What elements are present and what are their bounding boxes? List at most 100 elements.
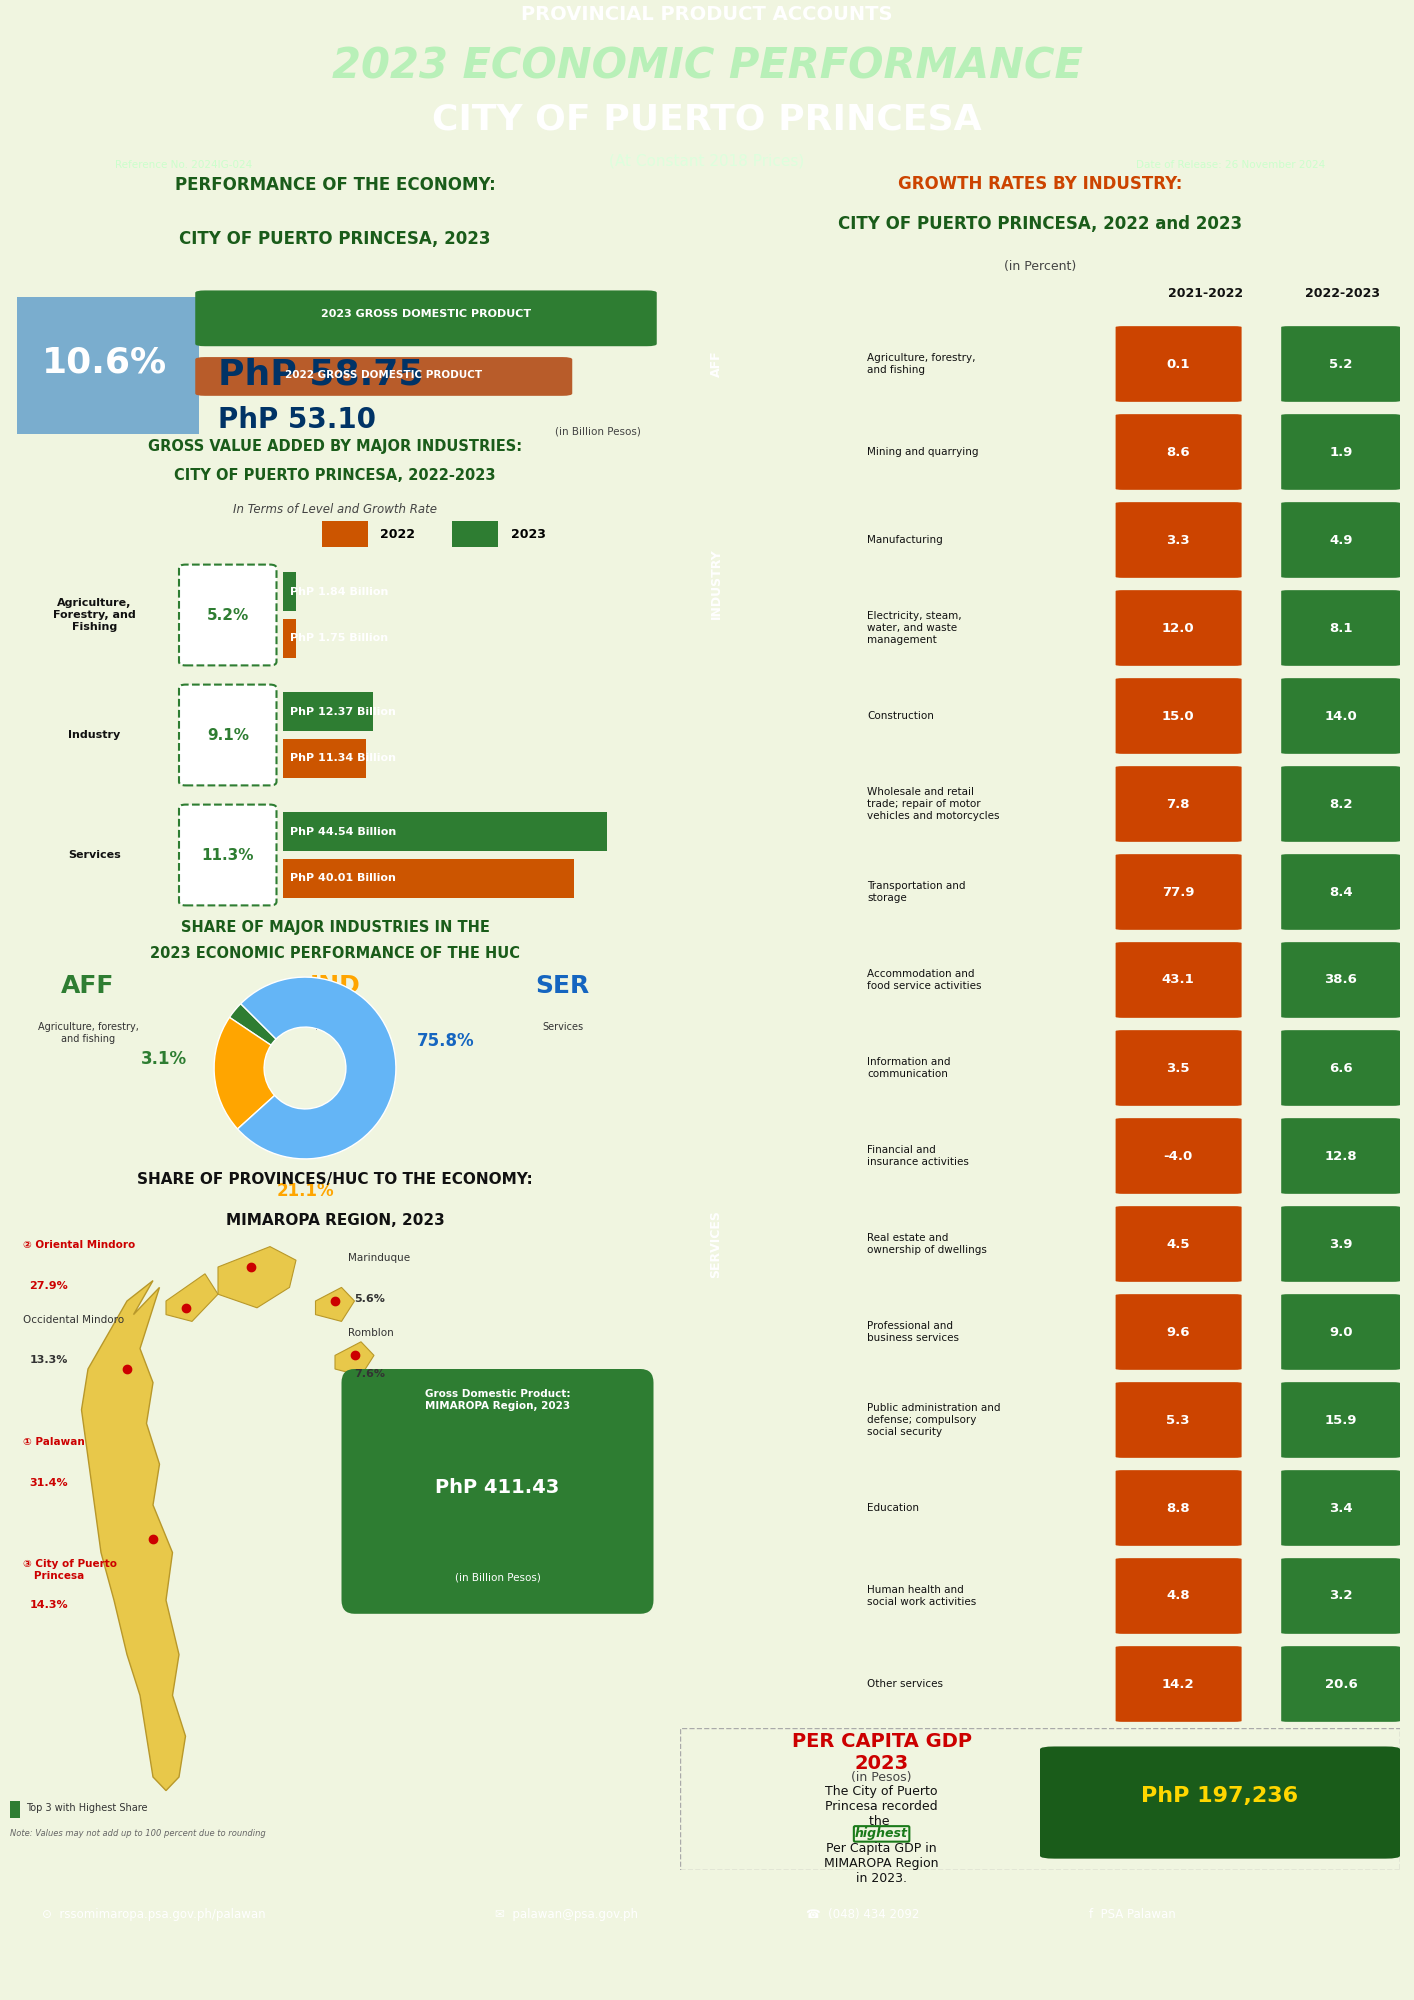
FancyBboxPatch shape	[1116, 590, 1241, 666]
Text: Manufacturing: Manufacturing	[867, 534, 943, 544]
Text: PhP 58.75: PhP 58.75	[218, 358, 424, 392]
Text: 3.1%: 3.1%	[141, 1050, 187, 1068]
Text: 9.0: 9.0	[1329, 1326, 1353, 1338]
Text: 3.2: 3.2	[1329, 1590, 1353, 1602]
Text: 31.4%: 31.4%	[30, 1478, 68, 1488]
FancyBboxPatch shape	[1281, 1470, 1400, 1546]
Text: 4.5: 4.5	[1167, 1238, 1191, 1250]
Text: 8.1: 8.1	[1329, 622, 1353, 634]
Text: Per Capita GDP in
MIMAROPA Region
in 2023.: Per Capita GDP in MIMAROPA Region in 202…	[824, 1842, 939, 1884]
Text: PhP 44.54 Billion: PhP 44.54 Billion	[290, 826, 396, 836]
Text: Other services: Other services	[867, 1678, 943, 1688]
Text: 2021-2022: 2021-2022	[1168, 288, 1243, 300]
Text: PhP 12.37 Billion: PhP 12.37 Billion	[290, 706, 396, 716]
FancyBboxPatch shape	[1281, 502, 1400, 578]
Text: AFF: AFF	[61, 974, 115, 998]
FancyBboxPatch shape	[283, 858, 574, 898]
Text: 5.3: 5.3	[1167, 1414, 1191, 1426]
Text: (in Billion Pesos): (in Billion Pesos)	[454, 1572, 540, 1584]
FancyBboxPatch shape	[1116, 1030, 1241, 1106]
Text: Education: Education	[867, 1504, 919, 1512]
Text: SER: SER	[536, 974, 590, 998]
Text: PhP 411.43: PhP 411.43	[436, 1478, 560, 1496]
Text: The City of Puerto
Princesa recorded
the: The City of Puerto Princesa recorded the	[826, 1784, 937, 1828]
Text: 2022 GROSS DOMESTIC PRODUCT: 2022 GROSS DOMESTIC PRODUCT	[286, 370, 482, 380]
Text: CITY OF PUERTO PRINCESA, 2022-2023: CITY OF PUERTO PRINCESA, 2022-2023	[174, 468, 496, 484]
FancyBboxPatch shape	[1116, 1118, 1241, 1194]
FancyBboxPatch shape	[1116, 678, 1241, 754]
Text: GROWTH RATES BY INDUSTRY:: GROWTH RATES BY INDUSTRY:	[898, 176, 1182, 194]
Text: 6.6: 6.6	[1329, 1062, 1353, 1074]
Text: Construction: Construction	[867, 712, 935, 720]
Text: CITY OF PUERTO PRINCESA: CITY OF PUERTO PRINCESA	[433, 102, 981, 136]
Text: 2022: 2022	[380, 528, 416, 540]
Polygon shape	[315, 1288, 355, 1322]
FancyBboxPatch shape	[1116, 854, 1241, 930]
Text: 20.6: 20.6	[1325, 1678, 1357, 1690]
FancyBboxPatch shape	[1281, 766, 1400, 842]
FancyBboxPatch shape	[1116, 766, 1241, 842]
Text: 7.6%: 7.6%	[355, 1368, 386, 1380]
Text: SHARE OF MAJOR INDUSTRIES IN THE: SHARE OF MAJOR INDUSTRIES IN THE	[181, 920, 489, 936]
Text: IND: IND	[310, 974, 361, 998]
Text: 5.6%: 5.6%	[355, 1294, 386, 1304]
Text: 38.6: 38.6	[1325, 974, 1357, 986]
Text: CITY OF PUERTO PRINCESA, 2023: CITY OF PUERTO PRINCESA, 2023	[180, 230, 491, 248]
Text: ② Oriental Mindoro: ② Oriental Mindoro	[23, 1240, 136, 1250]
Text: Romblon: Romblon	[348, 1328, 393, 1338]
Text: Mining and quarrying: Mining and quarrying	[867, 448, 978, 458]
Text: 4.8: 4.8	[1167, 1590, 1191, 1602]
Text: PhP 1.84 Billion: PhP 1.84 Billion	[290, 586, 387, 596]
Text: 8.2: 8.2	[1329, 798, 1353, 810]
Text: MIMAROPA REGION, 2023: MIMAROPA REGION, 2023	[226, 1212, 444, 1228]
Text: 2023: 2023	[510, 528, 546, 540]
Text: SHARE OF PROVINCES/HUC TO THE ECONOMY:: SHARE OF PROVINCES/HUC TO THE ECONOMY:	[137, 1172, 533, 1186]
FancyBboxPatch shape	[1281, 1646, 1400, 1722]
Text: 27.9%: 27.9%	[30, 1280, 68, 1290]
Text: Real estate and
ownership of dwellings: Real estate and ownership of dwellings	[867, 1234, 987, 1254]
FancyBboxPatch shape	[1281, 1206, 1400, 1282]
Text: f  PSA Palawan: f PSA Palawan	[1089, 1908, 1175, 1920]
Text: Reference No. 2024IG-024: Reference No. 2024IG-024	[115, 160, 253, 170]
Text: ⊙  rssomimaropa.psa.gov.ph/palawan: ⊙ rssomimaropa.psa.gov.ph/palawan	[42, 1908, 266, 1920]
FancyBboxPatch shape	[1281, 326, 1400, 402]
Text: PhP 53.10: PhP 53.10	[218, 406, 376, 434]
Text: 3.5: 3.5	[1167, 1062, 1191, 1074]
Text: PhP 1.75 Billion: PhP 1.75 Billion	[290, 634, 387, 644]
FancyBboxPatch shape	[1116, 1646, 1241, 1722]
Polygon shape	[218, 1246, 296, 1308]
FancyBboxPatch shape	[1116, 1294, 1241, 1370]
FancyBboxPatch shape	[1116, 414, 1241, 490]
Text: Services: Services	[68, 850, 120, 860]
Wedge shape	[214, 1018, 274, 1128]
Text: 0.1: 0.1	[1167, 358, 1191, 370]
Text: 10.6%: 10.6%	[41, 346, 167, 380]
Text: (At Constant 2018 Prices): (At Constant 2018 Prices)	[609, 154, 805, 168]
Text: 3.4: 3.4	[1329, 1502, 1353, 1514]
Text: 11.3%: 11.3%	[202, 848, 255, 862]
Text: GROSS VALUE ADDED BY MAJOR INDUSTRIES:: GROSS VALUE ADDED BY MAJOR INDUSTRIES:	[148, 438, 522, 454]
Text: PhP 11.34 Billion: PhP 11.34 Billion	[290, 754, 396, 764]
Text: 43.1: 43.1	[1162, 974, 1195, 986]
Text: Date of Release: 26 November 2024: Date of Release: 26 November 2024	[1135, 160, 1325, 170]
Text: Transportation and
storage: Transportation and storage	[867, 882, 966, 902]
Text: SERVICES: SERVICES	[710, 1210, 723, 1278]
Text: 14.0: 14.0	[1325, 710, 1357, 722]
FancyBboxPatch shape	[180, 684, 277, 786]
Text: In Terms of Level and Growth Rate: In Terms of Level and Growth Rate	[233, 504, 437, 516]
Text: Public administration and
defense; compulsory
social security: Public administration and defense; compu…	[867, 1404, 1001, 1436]
Text: Services: Services	[542, 1022, 583, 1032]
Polygon shape	[165, 1274, 218, 1322]
Text: 3.3: 3.3	[1167, 534, 1191, 546]
FancyBboxPatch shape	[283, 618, 296, 658]
Text: Agriculture, forestry,
and fishing: Agriculture, forestry, and fishing	[867, 354, 976, 374]
Text: 8.8: 8.8	[1167, 1502, 1191, 1514]
Text: 5.2%: 5.2%	[206, 608, 249, 622]
FancyBboxPatch shape	[195, 290, 656, 346]
Text: Electricity, steam,
water, and waste
management: Electricity, steam, water, and waste man…	[867, 612, 962, 644]
FancyBboxPatch shape	[452, 522, 498, 546]
Text: Gross Domestic Product:
MIMAROPA Region, 2023: Gross Domestic Product: MIMAROPA Region,…	[424, 1390, 570, 1412]
FancyBboxPatch shape	[180, 804, 277, 906]
Text: PhP 197,236: PhP 197,236	[1141, 1786, 1298, 1806]
Text: 14.2: 14.2	[1162, 1678, 1195, 1690]
